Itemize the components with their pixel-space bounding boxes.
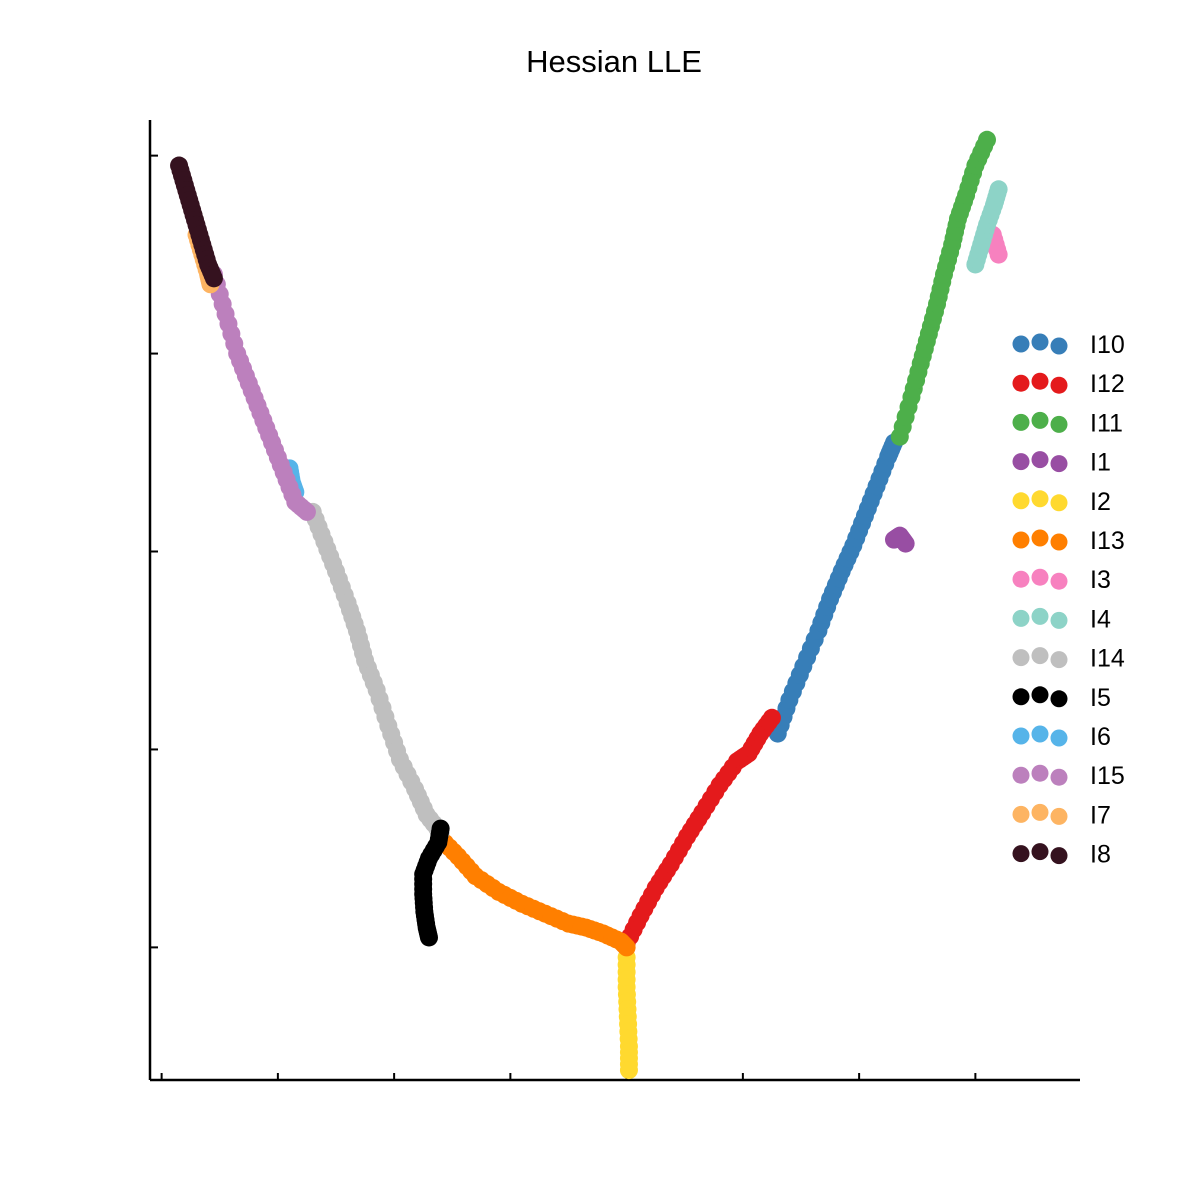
legend-item: I2 <box>1012 488 1111 516</box>
legend-marker <box>1012 492 1030 510</box>
legend-background <box>1000 322 1200 882</box>
legend-marker <box>1031 607 1049 625</box>
legend-marker <box>1050 847 1068 865</box>
legend-item: I12 <box>1012 370 1125 398</box>
legend-label: I12 <box>1090 370 1125 398</box>
legend-marker <box>1012 335 1030 353</box>
data-point <box>896 534 915 553</box>
data-points <box>170 130 1008 1080</box>
legend-marker <box>1031 529 1049 547</box>
legend-label: I4 <box>1090 605 1111 633</box>
legend-marker <box>1031 725 1049 743</box>
data-point <box>617 938 636 957</box>
axes <box>148 120 1080 1082</box>
series-i2 <box>617 948 638 1080</box>
legend-marker <box>1012 570 1030 588</box>
legend: I10 I12 I11 I1 I2 I13 I3 I4 I14 I5 I6 I15 I7 I8 <box>1000 322 1200 882</box>
legend-marker <box>1031 843 1049 861</box>
legend-marker <box>1031 411 1049 429</box>
legend-marker <box>1012 649 1030 667</box>
legend-marker <box>1012 766 1030 784</box>
legend-marker <box>1050 611 1068 629</box>
series-i13 <box>431 829 636 957</box>
legend-marker <box>1031 372 1049 390</box>
legend-marker <box>1012 453 1030 471</box>
legend-label: I13 <box>1090 527 1125 555</box>
legend-marker <box>1031 764 1049 782</box>
legend-marker <box>1050 415 1068 433</box>
legend-label: I15 <box>1090 762 1125 790</box>
legend-marker <box>1012 531 1030 549</box>
legend-item: I6 <box>1012 723 1111 751</box>
series-i1 <box>885 526 915 553</box>
data-point <box>989 245 1008 264</box>
legend-label: I7 <box>1090 801 1111 829</box>
legend-marker <box>1050 651 1068 669</box>
legend-item: I15 <box>1012 762 1125 790</box>
series-i12 <box>617 708 781 953</box>
legend-marker <box>1050 690 1068 708</box>
legend-marker <box>1031 490 1049 508</box>
data-point <box>762 708 781 727</box>
legend-marker <box>1012 688 1030 706</box>
data-point <box>420 928 438 947</box>
legend-item: I4 <box>1012 605 1111 633</box>
series-i15 <box>204 265 316 521</box>
legend-marker <box>1012 727 1030 745</box>
legend-marker <box>1031 451 1049 469</box>
legend-marker <box>1050 376 1068 394</box>
data-point <box>989 180 1008 199</box>
legend-label: I11 <box>1090 409 1123 437</box>
legend-marker <box>1031 568 1049 586</box>
data-point <box>297 502 316 521</box>
legend-marker <box>1050 494 1068 512</box>
legend-label: I1 <box>1090 449 1111 477</box>
chart-title: Hessian LLE <box>526 44 702 79</box>
legend-item: I8 <box>1012 841 1111 869</box>
legend-marker <box>1012 805 1030 823</box>
legend-label: I10 <box>1090 331 1125 359</box>
legend-item: I3 <box>1012 566 1111 594</box>
legend-item: I14 <box>1012 645 1125 673</box>
legend-marker <box>1012 609 1030 627</box>
legend-marker <box>1050 768 1068 786</box>
legend-label: I6 <box>1090 723 1111 751</box>
legend-label: I5 <box>1090 684 1111 712</box>
legend-marker <box>1050 337 1068 355</box>
legend-marker <box>1050 455 1068 473</box>
legend-label: I2 <box>1090 488 1111 516</box>
legend-marker <box>1012 374 1030 392</box>
legend-item: I13 <box>1012 527 1125 555</box>
legend-marker <box>1031 803 1049 821</box>
legend-marker <box>1012 413 1030 431</box>
data-point <box>619 1061 638 1080</box>
legend-marker <box>1050 729 1068 747</box>
legend-label: I3 <box>1090 566 1111 594</box>
legend-marker <box>1031 686 1049 704</box>
data-point <box>204 269 223 288</box>
series-i10 <box>768 433 903 743</box>
legend-item: I5 <box>1012 684 1111 712</box>
legend-marker <box>1050 572 1068 590</box>
series-i4 <box>966 180 1008 274</box>
legend-marker <box>1031 647 1049 665</box>
legend-item: I7 <box>1012 801 1111 829</box>
series-i14 <box>303 502 450 842</box>
legend-item: I1 <box>1012 449 1111 477</box>
legend-label: I8 <box>1090 841 1111 869</box>
legend-label: I14 <box>1090 645 1125 673</box>
legend-marker <box>1031 333 1049 351</box>
series-i8 <box>170 156 223 288</box>
legend-marker <box>1012 845 1030 863</box>
legend-item: I10 <box>1012 331 1125 359</box>
data-point <box>978 130 996 149</box>
legend-marker <box>1050 533 1068 551</box>
legend-marker <box>1050 807 1068 825</box>
series-i11 <box>890 130 996 446</box>
legend-item: I11 <box>1012 409 1123 437</box>
series-i5 <box>414 819 450 947</box>
